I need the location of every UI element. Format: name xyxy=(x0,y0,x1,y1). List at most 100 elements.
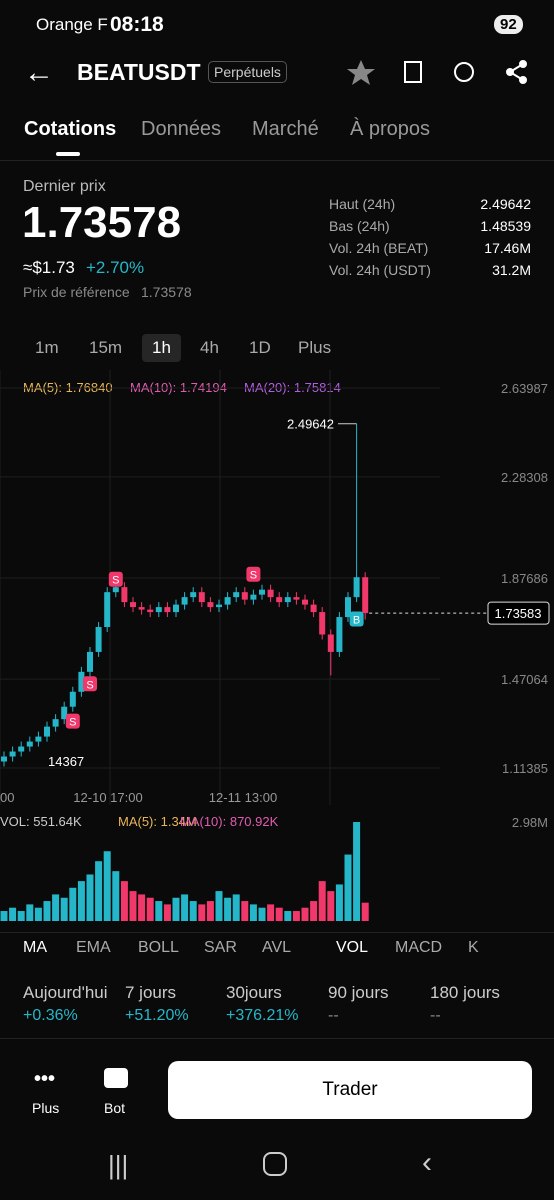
interval[interactable]: 4h xyxy=(200,338,219,357)
candle-body xyxy=(198,592,205,603)
change: +2.70% xyxy=(86,258,145,277)
usd-price: ≈$1.73 xyxy=(23,258,75,277)
volume-bar xyxy=(241,901,249,921)
y-tick-label: 2.63987 xyxy=(501,381,548,396)
vol-tick-label: 2.98M xyxy=(512,815,548,830)
badge[interactable]: Perpétuels xyxy=(208,61,287,83)
interval[interactable]: 1D xyxy=(249,338,271,357)
interval[interactable]: 1m xyxy=(35,338,59,357)
signal-badge xyxy=(349,611,364,627)
tab-indicator xyxy=(56,152,80,156)
candle-body xyxy=(61,706,68,720)
tab[interactable]: À propos xyxy=(350,118,431,140)
candle-body xyxy=(345,597,351,618)
stat-label: Vol. 24h (USDT) xyxy=(329,262,431,278)
volume-bar xyxy=(112,871,120,921)
stat-value: 1.48539 xyxy=(480,218,531,234)
volume-bar xyxy=(232,894,240,921)
candle-body xyxy=(52,719,59,727)
candle-body xyxy=(181,597,188,605)
volume-bar xyxy=(249,904,257,921)
volume-bar xyxy=(43,901,51,921)
candle-body xyxy=(216,604,222,608)
volume-bar xyxy=(52,894,60,921)
candle-body xyxy=(173,604,179,613)
candle-body xyxy=(190,592,197,598)
candle-body xyxy=(155,607,162,613)
y-tick-label: 1.47064 xyxy=(501,672,548,687)
candle-body xyxy=(250,594,257,600)
indicator[interactable]: VOL xyxy=(336,939,369,956)
volume-bar xyxy=(198,904,206,921)
candle-body xyxy=(259,589,265,595)
volume-bar xyxy=(258,907,266,921)
star-icon[interactable] xyxy=(347,60,375,85)
high-label: 2.49642 xyxy=(287,417,334,432)
candle-body xyxy=(69,691,76,707)
nav-home[interactable] xyxy=(263,1152,287,1176)
battery: 92 xyxy=(494,15,523,34)
volume-bar xyxy=(181,894,189,921)
volume-bar xyxy=(301,907,309,921)
last-price-label: 1.73583 xyxy=(495,606,542,621)
candle-body xyxy=(319,612,326,635)
divider xyxy=(0,1038,554,1039)
interval[interactable]: 15m xyxy=(89,338,123,357)
back-button[interactable]: ← xyxy=(24,56,54,89)
volume-bar xyxy=(26,904,34,921)
nav-recent[interactable]: ||| xyxy=(108,1150,129,1180)
indicator[interactable]: K xyxy=(468,939,479,956)
indicator[interactable]: SAR xyxy=(204,939,237,956)
interval[interactable]: 1h xyxy=(142,334,181,362)
candle-body xyxy=(147,609,154,613)
trade-button[interactable]: Trader xyxy=(168,1061,532,1119)
ref-label: Prix de référence xyxy=(23,284,130,300)
alert-icon[interactable] xyxy=(454,62,474,82)
signal-label: S xyxy=(69,717,76,729)
more-label[interactable]: Plus xyxy=(32,1100,60,1116)
chart: MA(5): 1.76840 MA(10): 1.74194 MA(20): 1.7… xyxy=(0,370,550,921)
candle-body xyxy=(121,587,128,603)
price-label: Dernier prix xyxy=(23,178,106,195)
volume-bar xyxy=(163,904,171,921)
indicator[interactable]: MA xyxy=(23,939,47,956)
stat-label: Vol. 24h (BEAT) xyxy=(329,240,429,256)
share-icon[interactable] xyxy=(506,60,527,84)
clock: 08:18 xyxy=(110,13,164,36)
low-label: 14367 xyxy=(48,754,84,769)
tab[interactable]: Marché xyxy=(252,118,319,140)
candle-body xyxy=(112,587,119,593)
signal-badge xyxy=(65,713,80,729)
volume-bar xyxy=(69,887,77,921)
volume-bar xyxy=(275,907,283,921)
more-icon[interactable]: ••• xyxy=(34,1068,56,1090)
volume-bar xyxy=(103,851,111,921)
period-label: 90 jours xyxy=(328,983,389,1002)
signal-label: S xyxy=(86,679,93,691)
bot-icon[interactable] xyxy=(104,1068,128,1088)
tab[interactable]: Cotations xyxy=(24,118,117,140)
indicator[interactable]: BOLL xyxy=(138,939,179,956)
indicator[interactable]: AVL xyxy=(262,939,292,956)
indicator[interactable]: MACD xyxy=(395,939,443,956)
vol-legend: MA(10): 870.92K xyxy=(180,814,279,829)
volume-bar xyxy=(138,894,146,921)
vol-legend: VOL: 551.64K xyxy=(0,814,82,829)
signal-badge xyxy=(83,676,97,692)
volume-bar xyxy=(17,911,25,921)
y-tick-label: 1.87686 xyxy=(501,571,548,586)
note-icon[interactable] xyxy=(404,61,422,83)
bot-label[interactable]: Bot xyxy=(104,1100,126,1116)
interval[interactable]: Plus xyxy=(298,338,332,357)
candle-body xyxy=(130,602,136,608)
x-tick-label: 00 xyxy=(0,790,14,805)
volume-bar xyxy=(172,897,180,921)
divider xyxy=(0,932,554,933)
tab[interactable]: Données xyxy=(141,118,222,140)
nav-back[interactable]: ‹ xyxy=(422,1146,432,1179)
signal-label: S xyxy=(250,570,257,582)
indicator[interactable]: EMA xyxy=(76,939,111,956)
volume-bar xyxy=(189,901,197,921)
candle-body xyxy=(336,617,343,652)
